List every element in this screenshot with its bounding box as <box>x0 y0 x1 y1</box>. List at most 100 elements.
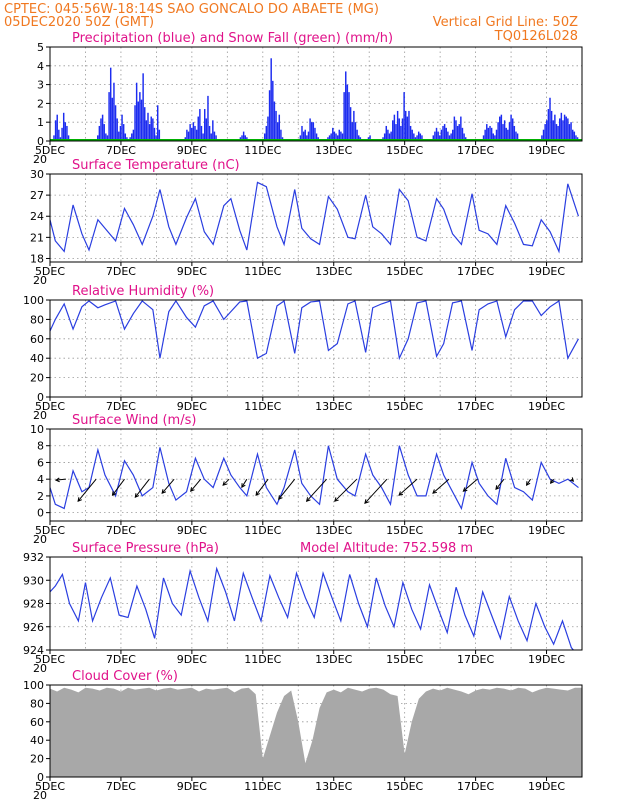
precip-bar <box>155 135 157 141</box>
y-tick-label: 930 <box>23 574 44 587</box>
precip-bar <box>113 82 115 141</box>
header-model-code: TQ0126L028 <box>494 29 578 44</box>
precip-bar <box>158 129 161 141</box>
x-tick-label: 7DEC <box>106 265 136 278</box>
wind-arrow-head <box>550 479 555 485</box>
wind-arrow <box>55 478 67 481</box>
y-tick-label: 100 <box>23 294 44 307</box>
x-tick-label: 9DEC <box>177 780 207 793</box>
x-tick-label: 7DEC <box>106 144 136 157</box>
precip-bar <box>150 116 152 141</box>
precip-bar <box>550 110 553 141</box>
y-tick-label: 20 <box>30 753 44 766</box>
precip-bar <box>434 131 436 141</box>
precip-bar <box>484 129 486 141</box>
precip-bar <box>398 118 400 141</box>
precip-bar <box>61 127 63 141</box>
y-tick-label: 100 <box>23 679 44 692</box>
precip-frame <box>49 46 583 142</box>
y-tick-label: 924 <box>23 644 44 657</box>
y-tick-label: 10 <box>30 423 44 436</box>
precip-bar <box>145 120 148 141</box>
precip-bar <box>330 133 332 141</box>
precip-bar <box>567 118 569 141</box>
wind-arrow <box>364 478 388 504</box>
pressure-plot <box>50 566 575 650</box>
wind-arrow-head <box>190 487 195 492</box>
precip-bar <box>440 129 443 141</box>
precip-bar <box>411 129 413 141</box>
wind-arrow <box>190 478 202 492</box>
precip-bar <box>435 127 438 141</box>
y-tick-label: 30 <box>30 168 44 181</box>
precip-bar <box>312 122 315 141</box>
y-tick-label: 80 <box>30 697 44 710</box>
precip-bar <box>385 125 388 141</box>
x-tick-label: 11DEC <box>244 265 281 278</box>
x-tick-label: 19DEC <box>528 653 565 666</box>
precip-bar <box>108 92 110 141</box>
wind-arrow <box>334 478 358 502</box>
x-tick-label: 15DEC <box>386 653 423 666</box>
precip-bar <box>265 125 268 141</box>
precip-bar <box>58 129 60 141</box>
x-axis-year-stub: 20 <box>33 274 47 287</box>
precip-bar <box>212 120 214 141</box>
x-tick-label: 15DEC <box>386 144 423 157</box>
precip-bar <box>98 125 101 141</box>
humidity-title: Relative Humidity (%) <box>72 284 214 299</box>
precip-bar <box>357 135 360 141</box>
precip-bar <box>463 133 465 141</box>
y-tick-label: 0 <box>37 391 44 404</box>
wind-arrow-head <box>134 493 140 499</box>
precip-bar <box>349 107 352 141</box>
panels: 0 1 2 3 4 5 5DEC 7DEC 9DEC 11DEC 13DEC 15DEC 17DEC 19… <box>23 31 583 800</box>
wind-arrow <box>432 478 450 494</box>
precip-bar <box>56 114 58 141</box>
precip-bar <box>554 114 556 141</box>
precip-bar <box>408 110 410 141</box>
y-tick-label: 6 <box>37 456 44 469</box>
wind-arrow <box>77 478 97 502</box>
precip-bar <box>510 114 512 141</box>
precip-bar <box>453 116 456 141</box>
precip-bar <box>280 129 282 141</box>
precip-bar <box>346 84 349 141</box>
precip-bar <box>276 122 279 141</box>
temperature-plot <box>50 181 580 254</box>
x-tick-label: 13DEC <box>315 653 352 666</box>
cloud-plot <box>50 687 582 777</box>
precip-bar <box>442 125 444 141</box>
x-tick-label: 13DEC <box>315 144 352 157</box>
x-tick-label: 5DEC <box>35 400 65 413</box>
precip-bar <box>114 105 117 141</box>
y-tick-label: 21 <box>30 231 44 244</box>
pressure-line <box>50 566 575 650</box>
precip-bar <box>142 73 144 141</box>
x-tick-label: 11DEC <box>244 653 281 666</box>
precip-bar <box>559 118 561 141</box>
precip-bar <box>403 92 405 141</box>
precip-bar <box>513 125 516 141</box>
precip-bar <box>437 131 439 141</box>
precip-bar <box>270 58 272 141</box>
precip-bar <box>332 127 334 141</box>
precip-bar <box>210 133 212 141</box>
precip-bar <box>546 120 548 141</box>
precip-bar <box>341 133 344 141</box>
x-tick-label: 7DEC <box>106 524 136 537</box>
precip-bar <box>499 116 501 141</box>
x-tick-label: 9DEC <box>177 524 207 537</box>
x-tick-label: 11DEC <box>244 780 281 793</box>
precip-bar <box>111 97 114 141</box>
precip-bar <box>205 118 208 141</box>
y-tick-label: 0 <box>37 507 44 520</box>
x-tick-label: 5DEC <box>35 265 65 278</box>
precip-bar <box>555 124 558 141</box>
wind-frame <box>49 428 583 522</box>
precip-bar <box>307 131 310 141</box>
precip-bar <box>400 125 402 141</box>
precip-bar <box>105 133 107 141</box>
x-tick-label: 5DEC <box>35 524 65 537</box>
y-tick-label: 60 <box>30 716 44 729</box>
